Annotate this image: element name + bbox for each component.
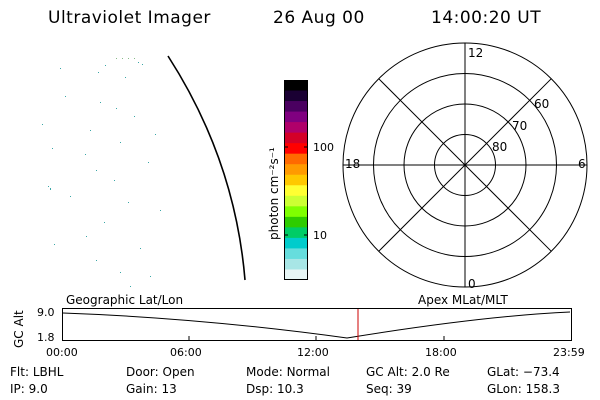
earth-limb-curve	[167, 55, 246, 281]
colorbar-tick-10: 10	[313, 229, 327, 242]
timeline-x-tick-1800: 18:00	[425, 346, 457, 359]
timeline-x-tick-2359: 23:59	[553, 346, 585, 359]
status-gain: Gain: 13	[126, 382, 177, 396]
colorbar-band	[284, 111, 308, 123]
timeline-y-tick-9: 9.0	[37, 306, 55, 319]
colorbar-band	[284, 132, 308, 144]
colorbar-band	[284, 216, 308, 228]
mlt-label-6: 6	[578, 157, 586, 171]
colorbar-band	[284, 143, 308, 155]
polar-grid	[342, 42, 588, 288]
status-seq: Seq: 39	[366, 382, 412, 396]
colorbar-band	[284, 258, 308, 271]
mlat-label-60: 60	[534, 97, 550, 111]
timeline-x-tick-1200: 12:00	[297, 346, 329, 359]
polar-diagonal-2	[378, 78, 552, 252]
status-glat: GLat: −73.4	[487, 365, 560, 379]
timeline-x-tick-0600: 06:00	[170, 346, 202, 359]
colorbar-band	[284, 248, 308, 260]
colorbar-band	[284, 269, 308, 280]
color-scale-bar	[284, 80, 308, 280]
date-label: 26 Aug 00	[273, 8, 365, 28]
timeline-y-axis-label: GC Alt	[12, 310, 26, 348]
status-door: Door: Open	[126, 365, 195, 379]
status-ip: IP: 9.0	[10, 382, 48, 396]
colorbar-band	[284, 237, 308, 250]
status-glon: GLon: 158.3	[487, 382, 560, 396]
colorbar-band	[284, 90, 308, 102]
colorbar-band	[284, 164, 308, 176]
colorbar-unit-label: photon cm⁻²s⁻¹	[267, 147, 281, 240]
colorbar-band	[284, 101, 308, 113]
status-flt: Flt: LBHL	[10, 365, 64, 379]
timeline-plot	[62, 308, 572, 341]
status-dsp: Dsp: 10.3	[246, 382, 304, 396]
colorbar-band	[284, 185, 308, 197]
top-specks	[116, 58, 135, 59]
mlt-label-18: 18	[345, 157, 361, 171]
colorbar-band	[284, 195, 308, 207]
noise-specks	[42, 62, 161, 287]
timeline-x-tick-0000: 00:00	[46, 346, 78, 359]
colorbar-band	[284, 174, 308, 186]
colorbar-band	[284, 80, 308, 92]
status-mode: Mode: Normal	[246, 365, 330, 379]
colorbar-band	[284, 153, 308, 165]
timeline-frame	[62, 308, 572, 341]
colorbar-tick-100: 100	[313, 141, 334, 154]
status-gc-alt: GC Alt: 2.0 Re	[366, 365, 450, 379]
colorbar-band	[284, 122, 308, 134]
timeline-y-tick-1-8: 1.8	[37, 331, 55, 344]
mlt-label-12: 12	[468, 46, 484, 60]
colorbar-band	[284, 206, 308, 218]
mlat-label-70: 70	[512, 119, 528, 133]
time-label: 14:00:20 UT	[431, 8, 542, 28]
colorbar-band	[284, 227, 308, 239]
mlt-label-0: 0	[468, 277, 476, 291]
uv-image-panel	[42, 55, 246, 287]
instrument-title: Ultraviolet Imager	[48, 8, 211, 28]
timeline-left-label: Geographic Lat/Lon	[66, 293, 184, 307]
altitude-curve	[62, 311, 571, 339]
mlat-label-80: 80	[492, 140, 508, 154]
timeline-right-label: Apex MLat/MLT	[418, 293, 508, 307]
